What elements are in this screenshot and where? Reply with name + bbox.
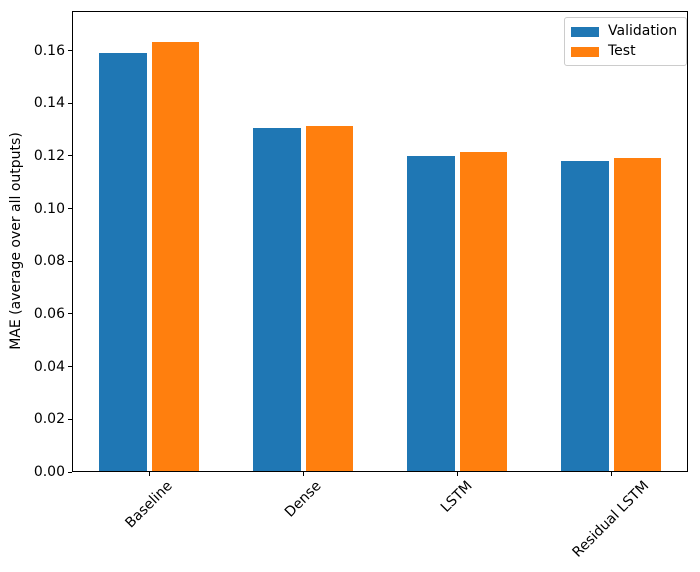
legend-label: Test (608, 43, 636, 59)
y-tick-label: 0.02 (33, 411, 65, 428)
y-tick-mark (68, 155, 72, 157)
x-tick-label: Baseline (122, 478, 176, 532)
x-tick-label: LSTM (437, 478, 476, 516)
y-tick-label: 0.04 (33, 358, 65, 375)
bar-validation-dense (253, 127, 301, 471)
y-tick-mark (68, 102, 72, 104)
y-tick-label: 0.12 (33, 147, 65, 164)
bar-test-residual-lstm (613, 157, 661, 471)
bar-validation-residual-lstm (561, 161, 609, 471)
legend-swatch-test (571, 46, 599, 57)
x-tick-label: Dense (281, 478, 325, 521)
legend: Validation Test (564, 17, 688, 66)
y-tick-label: 0.06 (33, 305, 65, 322)
y-tick-mark (68, 313, 72, 315)
y-tick-mark (68, 260, 72, 262)
bar-test-lstm (459, 151, 507, 471)
bar-validation-lstm (407, 155, 455, 471)
x-tick-mark (456, 472, 458, 476)
y-tick-mark (68, 418, 72, 420)
y-axis-label: MAE (average over all outputs) (8, 132, 24, 350)
bar-validation-baseline (99, 53, 147, 471)
y-tick-label: 0.10 (33, 200, 65, 217)
bar-test-baseline (151, 41, 199, 471)
y-tick-label: 0.00 (33, 464, 65, 480)
legend-swatch-validation (571, 26, 599, 37)
legend-label: Validation (608, 23, 678, 39)
y-tick-mark (68, 366, 72, 368)
x-tick-mark (148, 472, 150, 476)
bar-test-dense (305, 126, 353, 471)
y-tick-mark (68, 471, 72, 473)
y-tick-label: 0.16 (33, 42, 65, 59)
y-tick-label: 0.14 (33, 95, 65, 112)
legend-row: Validation (571, 23, 677, 40)
y-tick-mark (68, 208, 72, 210)
y-tick-label: 0.08 (33, 253, 65, 270)
x-tick-mark (610, 472, 612, 476)
legend-row: Test (571, 43, 677, 60)
x-tick-mark (302, 472, 304, 476)
y-tick-mark (68, 50, 72, 51)
x-tick-label: Residual LSTM (569, 478, 652, 561)
